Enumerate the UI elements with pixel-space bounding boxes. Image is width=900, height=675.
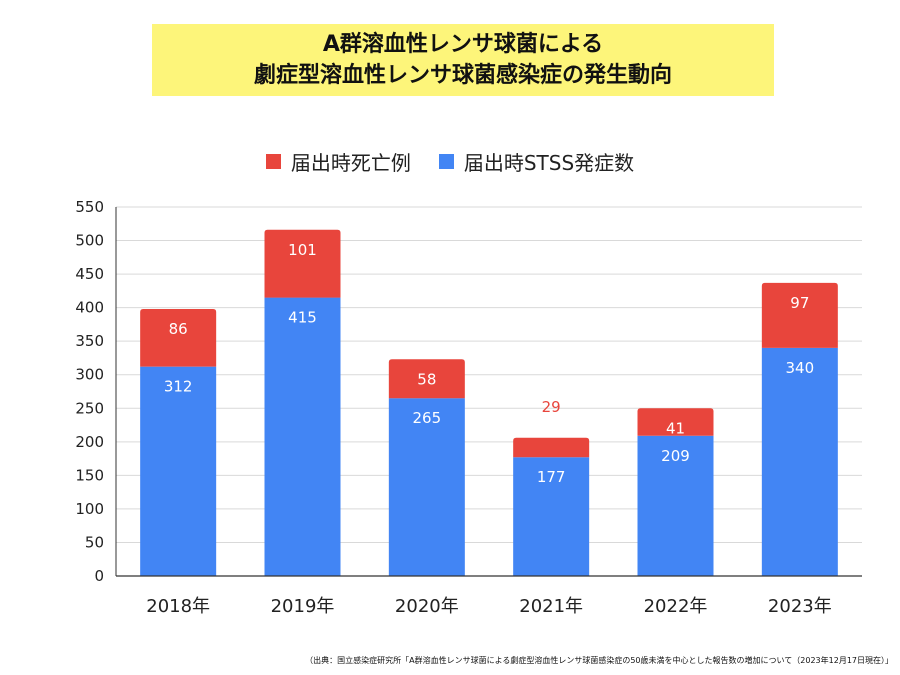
legend-label-cases: 届出時STSS発症数 xyxy=(463,151,635,175)
y-tick-label-50: 50 xyxy=(85,533,104,551)
title-box: A群溶血性レンサ球菌による 劇症型溶血性レンサ球菌感染症の発生動向 xyxy=(152,24,774,96)
bar-deaths-5 xyxy=(761,282,838,348)
x-category-label-2: 2020年 xyxy=(395,596,459,617)
y-tick-label-100: 100 xyxy=(75,500,104,518)
legend-item-deaths: 届出時死亡例 xyxy=(265,147,411,176)
legend-item-cases: 届出時STSS発症数 xyxy=(438,147,635,176)
data-label-deaths-0: 86 xyxy=(169,320,188,338)
y-tick-label-200: 200 xyxy=(75,433,104,451)
y-tick-label-500: 500 xyxy=(75,232,104,250)
data-label-deaths-2: 58 xyxy=(417,370,436,388)
y-tick-label-550: 550 xyxy=(75,198,104,216)
x-category-label-5: 2023年 xyxy=(768,596,832,617)
bar-deaths-0 xyxy=(140,308,217,367)
x-category-label-3: 2021年 xyxy=(519,596,583,617)
bar-cases-0 xyxy=(140,366,217,576)
y-tick-label-350: 350 xyxy=(75,332,104,350)
x-category-label-0: 2018年 xyxy=(146,596,210,617)
bar-cases-3 xyxy=(513,457,590,576)
y-tick-label-150: 150 xyxy=(75,466,104,484)
data-label-deaths-3: 29 xyxy=(542,398,561,416)
data-label-deaths-5: 97 xyxy=(790,294,809,312)
chart-title-line-1: A群溶血性レンサ球菌による xyxy=(322,32,604,57)
bar-deaths-3 xyxy=(513,437,590,458)
data-label-cases-5: 340 xyxy=(786,359,815,377)
legend: 届出時死亡例 届出時STSS発症数 xyxy=(0,147,900,176)
chart-title-line-2: 劇症型溶血性レンサ球菌感染症の発生動向 xyxy=(253,63,672,88)
legend-swatch-cases xyxy=(438,154,454,169)
data-label-cases-1: 415 xyxy=(288,309,317,327)
y-tick-label-250: 250 xyxy=(75,399,104,417)
bar-deaths-1 xyxy=(264,229,341,298)
y-tick-label-450: 450 xyxy=(75,265,104,283)
legend-swatch-deaths xyxy=(265,154,281,169)
bar-deaths-4 xyxy=(637,408,714,436)
legend-label-deaths: 届出時死亡例 xyxy=(290,151,411,175)
bar-cases-2 xyxy=(388,398,465,576)
bar-cases-5 xyxy=(761,347,838,576)
data-label-cases-4: 209 xyxy=(661,447,690,465)
data-label-cases-2: 265 xyxy=(413,409,442,427)
x-category-label-4: 2022年 xyxy=(644,596,708,617)
y-tick-label-400: 400 xyxy=(75,299,104,317)
y-tick-label-300: 300 xyxy=(75,366,104,384)
y-tick-label-0: 0 xyxy=(94,567,104,585)
bar-cases-1 xyxy=(264,297,341,576)
data-label-deaths-4: 41 xyxy=(666,419,685,437)
data-label-cases-3: 177 xyxy=(537,468,566,486)
source-footnote: （出典：国立感染症研究所「A群溶血性レンサ球菌による劇症型溶血性レンサ球菌感染症… xyxy=(305,656,893,665)
data-label-deaths-1: 101 xyxy=(288,241,317,259)
data-label-cases-0: 312 xyxy=(164,378,193,396)
bar-deaths-2 xyxy=(388,359,465,399)
bar-cases-4 xyxy=(637,435,714,576)
x-category-label-1: 2019年 xyxy=(271,596,335,617)
